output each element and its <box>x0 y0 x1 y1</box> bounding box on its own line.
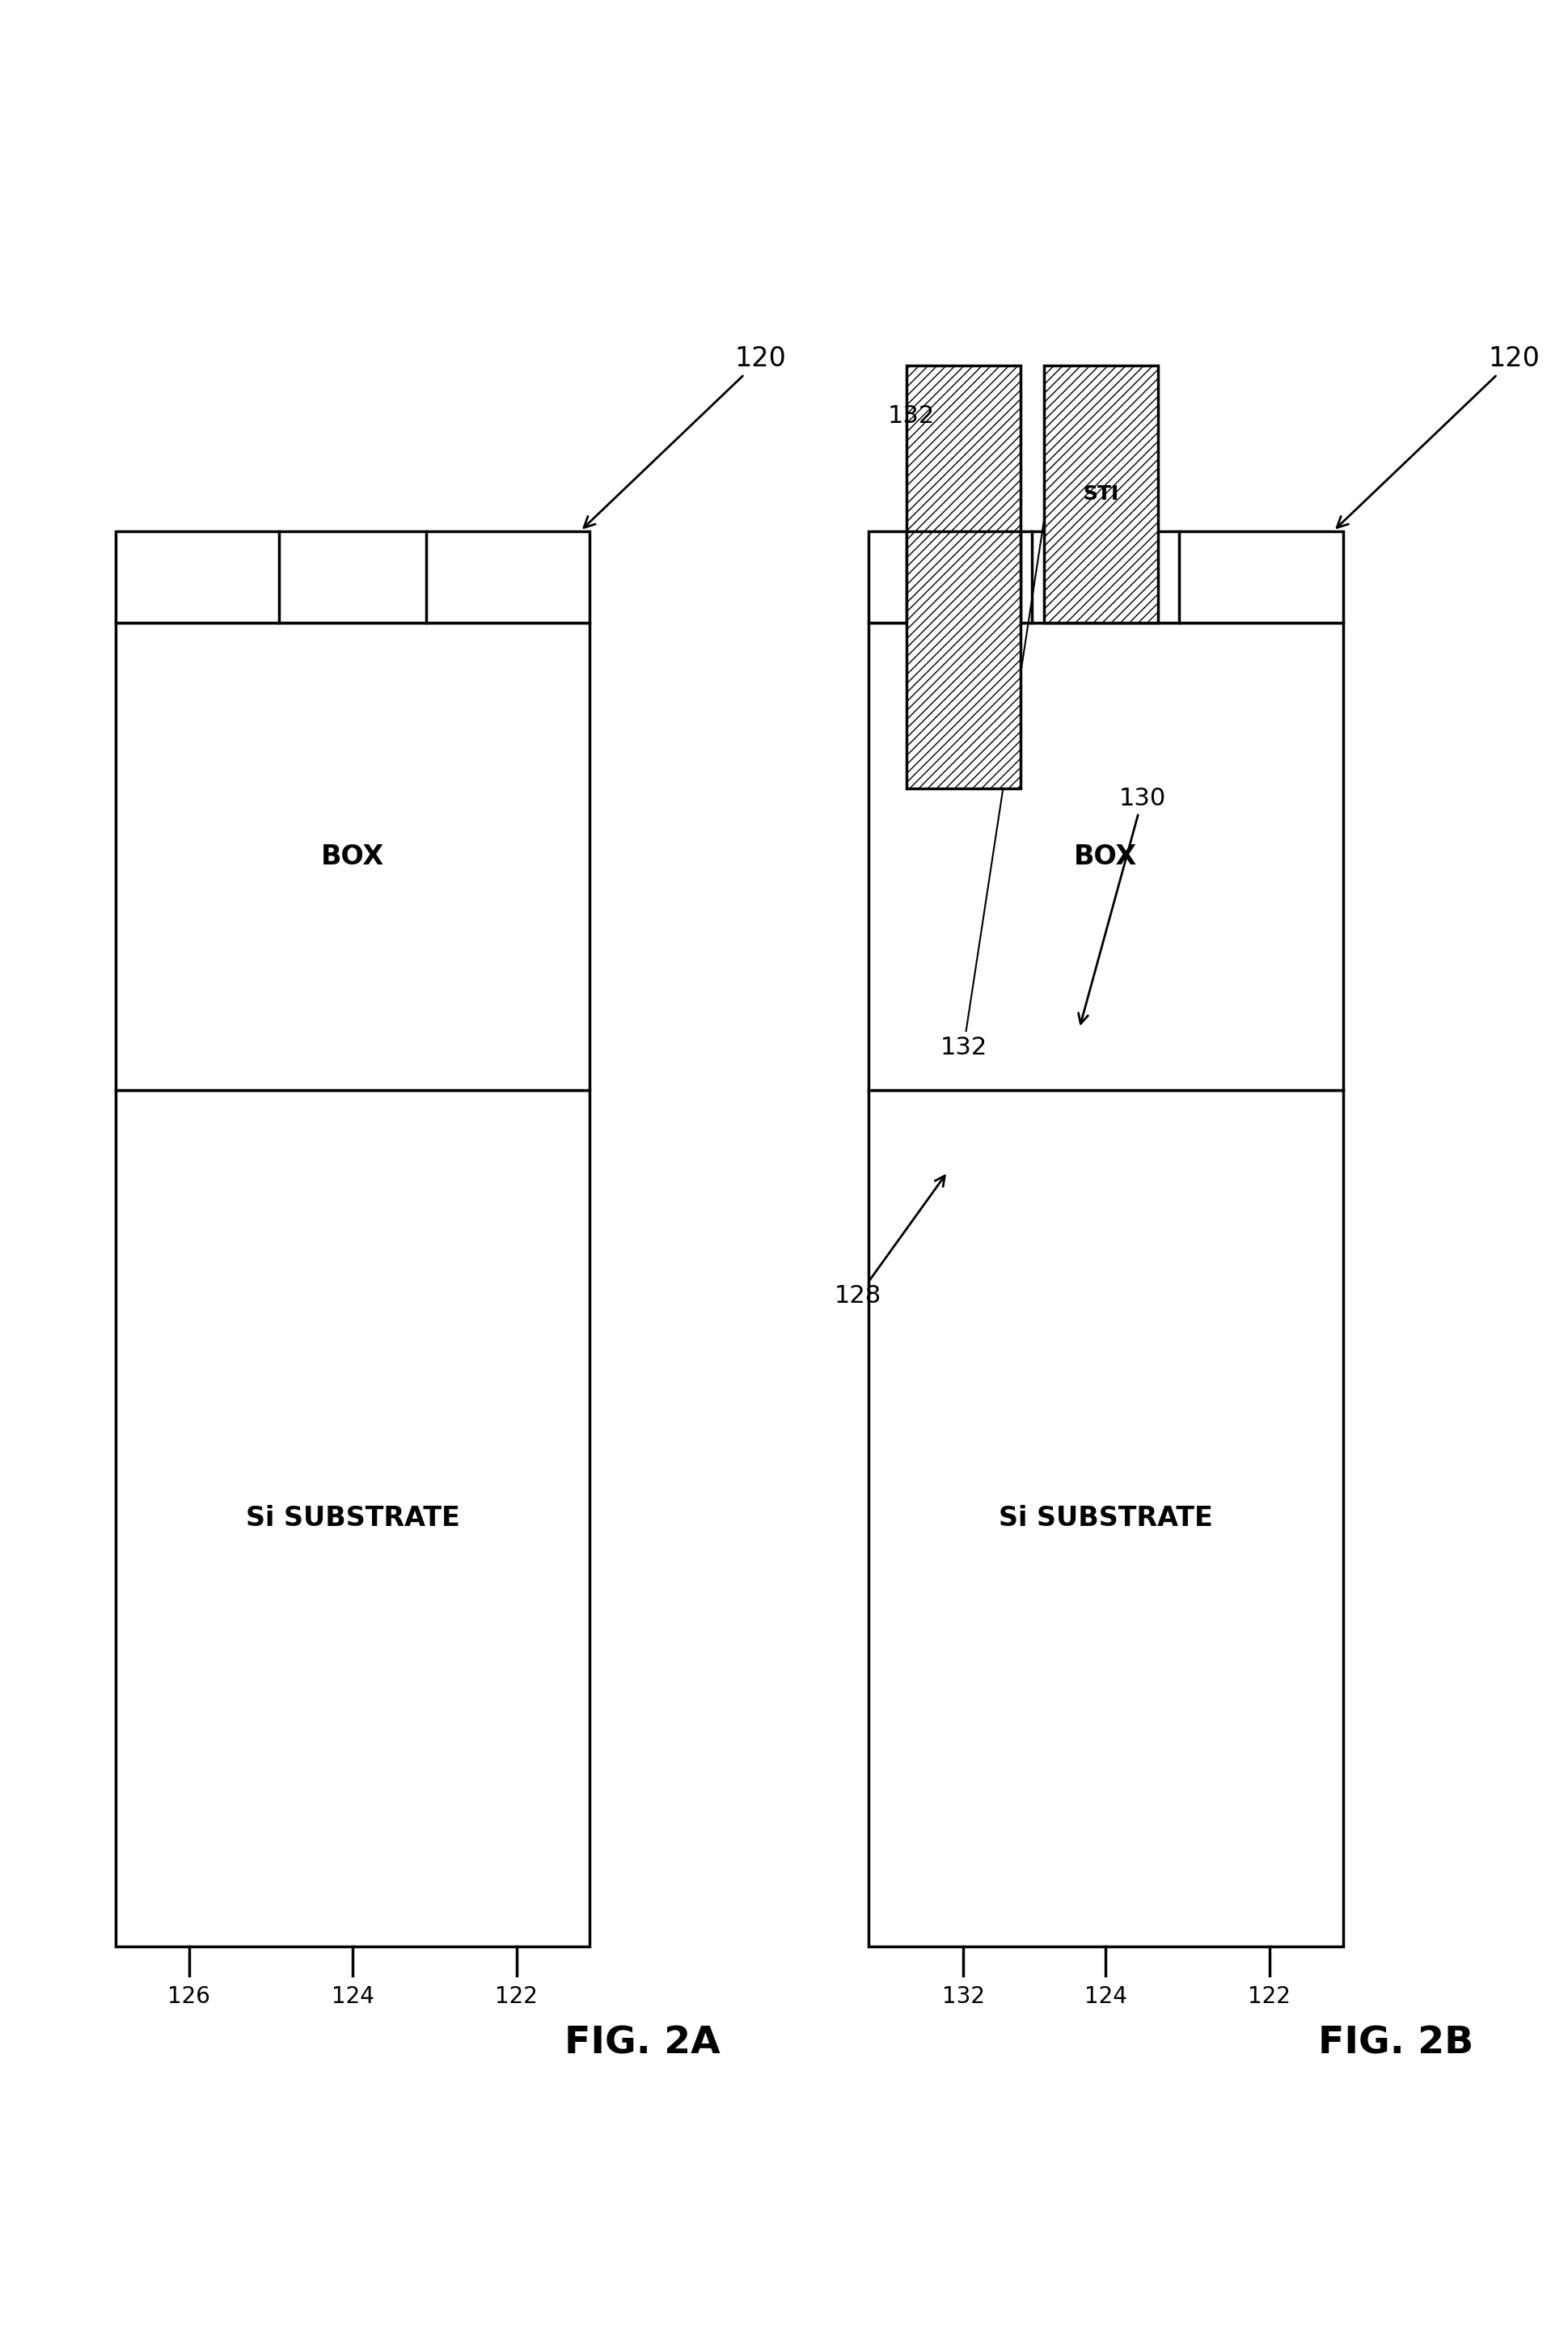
Bar <box>116 1090 590 1946</box>
Text: 126: 126 <box>168 1985 210 2009</box>
Text: FIG. 2B: FIG. 2B <box>1317 2025 1472 2062</box>
Text: Si SUBSTRATE: Si SUBSTRATE <box>999 1505 1212 1533</box>
Bar <box>906 532 1019 789</box>
Bar <box>869 623 1342 1090</box>
Text: 122: 122 <box>495 1985 538 2009</box>
Bar <box>906 366 1019 623</box>
Text: STI: STI <box>1082 485 1118 504</box>
Text: 122: 122 <box>1248 1985 1290 2009</box>
Bar <box>116 623 590 1090</box>
Text: BOX: BOX <box>1074 842 1137 870</box>
Text: 124: 124 <box>331 1985 373 2009</box>
Text: 130: 130 <box>1077 786 1165 1024</box>
Bar <box>869 1090 1342 1946</box>
Text: BOX: BOX <box>321 842 384 870</box>
Text: Si SUBSTRATE: Si SUBSTRATE <box>246 1505 459 1533</box>
Text: 132: 132 <box>941 1985 985 2009</box>
Text: 132: 132 <box>939 523 1043 1059</box>
Text: FIG. 2A: FIG. 2A <box>564 2025 720 2062</box>
Bar <box>1043 366 1157 623</box>
Bar <box>116 532 590 623</box>
Text: 120: 120 <box>1336 345 1538 527</box>
Bar <box>869 532 1342 623</box>
Text: 128: 128 <box>834 1176 944 1309</box>
Text: 132: 132 <box>887 404 935 427</box>
Text: 124: 124 <box>1083 1985 1126 2009</box>
Text: 120: 120 <box>583 345 786 527</box>
